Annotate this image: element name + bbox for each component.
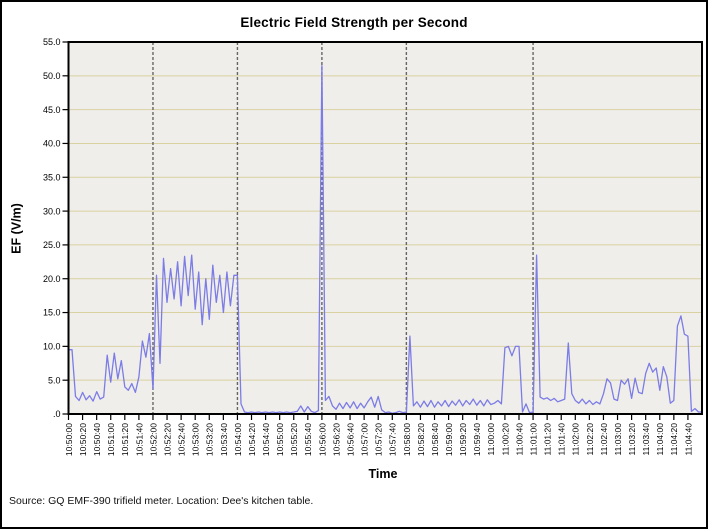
x-tick-label: 11:00:00	[486, 423, 496, 456]
y-tick-label: 35.0	[43, 172, 61, 182]
x-tick-label: 10:57:20	[374, 423, 384, 456]
x-tick-label: 11:02:20	[585, 423, 595, 456]
y-tick-label: 40.0	[43, 139, 61, 149]
y-tick-label: 5.0	[48, 375, 61, 385]
x-tick-label: 10:50:00	[64, 423, 74, 456]
x-tick-label: 10:58:00	[402, 423, 412, 456]
plot-border	[67, 41, 703, 415]
x-tick-label: 11:00:20	[500, 423, 510, 456]
x-tick-label: 11:04:00	[655, 423, 665, 456]
x-tick-label: 10:56:00	[317, 423, 327, 456]
x-tick-label: 11:00:40	[514, 423, 524, 456]
y-tick-label: 30.0	[43, 206, 61, 216]
y-tick-label: 45.0	[43, 105, 61, 115]
y-tick-label: 50.0	[43, 71, 61, 81]
x-tick-label: 11:02:40	[599, 423, 609, 456]
plot-area	[68, 42, 702, 414]
ef-series-line	[68, 65, 702, 414]
x-tick-label: 11:02:00	[571, 423, 581, 456]
x-axis-title: Time	[368, 467, 398, 481]
x-tick-label: 10:54:40	[261, 423, 271, 456]
x-tick-label: 10:51:00	[106, 423, 116, 456]
x-tick-label: 10:53:20	[205, 423, 215, 456]
x-tick-label: 10:59:20	[458, 423, 468, 456]
x-tick-label: 10:54:20	[247, 423, 257, 456]
y-tick-label: .0	[53, 409, 61, 419]
y-tick-label: 55.0	[43, 37, 61, 47]
x-tick-label: 10:53:00	[191, 423, 201, 456]
x-tick-label: 11:01:40	[557, 423, 567, 456]
x-tick-label: 10:51:40	[134, 423, 144, 456]
x-tick-label: 10:52:00	[148, 423, 158, 456]
x-tick-label: 10:53:40	[219, 423, 229, 456]
x-tick-label: 10:55:40	[303, 423, 313, 456]
y-tick-label: 20.0	[43, 274, 61, 284]
source-note: Source: GQ EMF-390 trifield meter. Locat…	[9, 495, 314, 507]
x-tick-label: 10:51:20	[120, 423, 130, 456]
x-tick-label: 10:59:40	[472, 423, 482, 456]
y-tick-label: 15.0	[43, 308, 61, 318]
x-tick-label: 10:55:00	[275, 423, 285, 456]
x-tick-label: 10:56:40	[345, 423, 355, 456]
y-tick-label: 10.0	[43, 342, 61, 352]
x-tick-label: 10:58:40	[430, 423, 440, 456]
chart-title: Electric Field Strength per Second	[240, 15, 468, 30]
x-tick-label: 11:01:20	[543, 423, 553, 456]
x-tick-label: 10:57:00	[360, 423, 370, 456]
x-tick-label: 11:03:20	[627, 423, 637, 456]
x-tick-label: 11:04:20	[669, 423, 679, 456]
x-tick-label: 10:58:20	[416, 423, 426, 456]
x-tick-label: 10:59:00	[444, 423, 454, 456]
x-tick-label: 10:50:40	[92, 423, 102, 456]
x-tick-label: 10:54:00	[233, 423, 243, 456]
x-tick-label: 11:03:00	[613, 423, 623, 456]
x-tick-label: 10:57:40	[388, 423, 398, 456]
x-tick-label: 11:04:40	[683, 423, 693, 456]
x-tick-label: 10:52:40	[177, 423, 187, 456]
x-tick-label: 10:56:20	[331, 423, 341, 456]
x-tick-label: 10:55:20	[289, 423, 299, 456]
x-tick-label: 11:01:00	[528, 423, 538, 456]
x-tick-label: 11:03:40	[641, 423, 651, 456]
y-tick-label: 25.0	[43, 240, 61, 250]
x-tick-label: 10:52:20	[162, 423, 172, 456]
x-tick-label: 10:50:20	[78, 423, 88, 456]
